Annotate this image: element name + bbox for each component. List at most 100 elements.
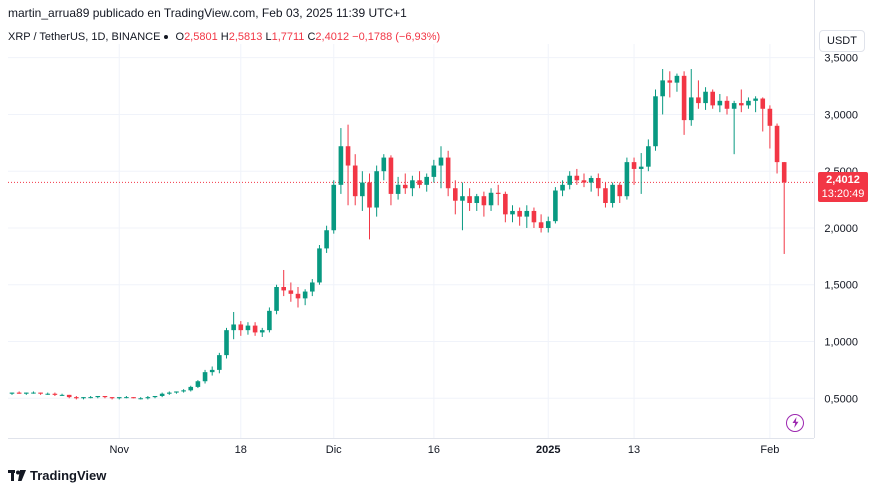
candle-body bbox=[510, 210, 515, 215]
candle-body bbox=[653, 96, 658, 147]
candle-body bbox=[395, 184, 401, 194]
candle-body bbox=[417, 180, 422, 185]
open-value: 2,5801 bbox=[184, 31, 218, 43]
y-tick-label: 2,0000 bbox=[824, 223, 858, 235]
close-value: 2,4012 bbox=[315, 31, 350, 43]
y-tick-label: 3,5000 bbox=[824, 53, 858, 65]
status-dot bbox=[164, 34, 169, 39]
candle-body bbox=[646, 146, 651, 167]
candle-body bbox=[574, 175, 580, 181]
candle-body bbox=[167, 392, 172, 394]
candle-body bbox=[145, 397, 151, 399]
flash-icon-glyph bbox=[792, 417, 798, 428]
candle-body bbox=[731, 103, 737, 109]
candle-body bbox=[545, 221, 551, 228]
currency-button[interactable]: USDT bbox=[819, 30, 865, 52]
candle-body bbox=[538, 222, 544, 228]
candle-body bbox=[710, 91, 715, 106]
last-price: 2,4012 bbox=[826, 174, 860, 186]
candle-body bbox=[739, 103, 744, 106]
candle-body bbox=[131, 397, 136, 399]
candle-body bbox=[696, 97, 701, 104]
candle-body bbox=[360, 182, 365, 197]
candle-body bbox=[66, 394, 72, 398]
candle-body bbox=[195, 381, 201, 387]
candle-body bbox=[631, 162, 637, 169]
candle-body bbox=[288, 290, 294, 294]
candle-body bbox=[767, 108, 773, 126]
x-tick-label: Nov bbox=[109, 444, 129, 456]
candle-body bbox=[424, 176, 429, 185]
candle-body bbox=[467, 196, 472, 203]
candle-body bbox=[109, 397, 115, 399]
candle-body bbox=[52, 393, 58, 395]
candle-body bbox=[338, 146, 344, 185]
candle-body bbox=[374, 171, 379, 208]
candle-body bbox=[581, 180, 587, 183]
candle-body bbox=[624, 162, 630, 197]
candle-body bbox=[281, 287, 286, 291]
candle-body bbox=[453, 188, 458, 201]
candle-body bbox=[274, 287, 279, 311]
tradingview-logo-icon bbox=[8, 469, 26, 484]
y-tick-label: 1,5000 bbox=[824, 280, 858, 292]
candle-body bbox=[746, 100, 751, 106]
brand-name: TradingView bbox=[30, 468, 107, 483]
candle-body bbox=[267, 310, 272, 331]
candle-body bbox=[445, 157, 451, 189]
symbol-name[interactable]: XRP / TetherUS, 1D, BINANCE bbox=[8, 31, 161, 43]
candle-body bbox=[209, 369, 215, 373]
candle-body bbox=[610, 184, 615, 203]
x-tick-label: 18 bbox=[235, 444, 247, 456]
candle-body bbox=[495, 192, 501, 194]
publisher-line: martin_arrua89 publicado en TradingView.… bbox=[8, 6, 407, 20]
candle-body bbox=[660, 80, 665, 97]
candle-body bbox=[38, 392, 43, 394]
x-tick-label: Feb bbox=[760, 444, 779, 456]
candle-body bbox=[95, 395, 101, 398]
candle-body bbox=[517, 210, 522, 217]
candle-body bbox=[16, 392, 22, 394]
candle-body bbox=[367, 182, 372, 208]
candle-body bbox=[603, 188, 608, 203]
candle-body bbox=[238, 324, 244, 331]
candle-body bbox=[388, 157, 394, 194]
open-label: O bbox=[175, 31, 185, 43]
candle-body bbox=[567, 175, 572, 185]
candle-body bbox=[431, 165, 437, 177]
candle-body bbox=[259, 330, 265, 333]
x-tick-label: 16 bbox=[428, 444, 440, 456]
candle-body bbox=[596, 178, 601, 189]
candle-body bbox=[667, 80, 673, 83]
candle-body bbox=[24, 392, 29, 394]
close-label: C bbox=[307, 31, 316, 43]
x-tick-label: 2025 bbox=[536, 444, 560, 456]
low-value: 1,7711 bbox=[271, 31, 305, 43]
high-label: H bbox=[220, 31, 229, 43]
candle-body bbox=[317, 248, 322, 283]
candle-body bbox=[81, 397, 86, 399]
tradingview-brand[interactable]: TradingView bbox=[8, 468, 106, 484]
candle-body bbox=[224, 330, 229, 356]
candle-body bbox=[531, 210, 537, 223]
candle-body bbox=[781, 162, 787, 183]
candle-body bbox=[352, 165, 358, 197]
candle-body bbox=[674, 75, 680, 83]
candle-body bbox=[59, 394, 65, 396]
candle-body bbox=[588, 178, 594, 183]
candle-body bbox=[345, 146, 351, 166]
candle-body bbox=[45, 393, 51, 395]
candle-body bbox=[181, 390, 186, 392]
flash-icon[interactable] bbox=[786, 414, 804, 432]
candle-body bbox=[617, 184, 623, 197]
candle-body bbox=[488, 192, 494, 206]
candle-body bbox=[31, 392, 36, 394]
candle-body bbox=[760, 98, 766, 109]
low-label: L bbox=[265, 31, 272, 43]
candle-body bbox=[724, 100, 730, 109]
candle-body bbox=[688, 97, 694, 121]
candle-body bbox=[231, 324, 236, 331]
candle-body bbox=[188, 386, 194, 391]
candle-body bbox=[703, 91, 708, 104]
